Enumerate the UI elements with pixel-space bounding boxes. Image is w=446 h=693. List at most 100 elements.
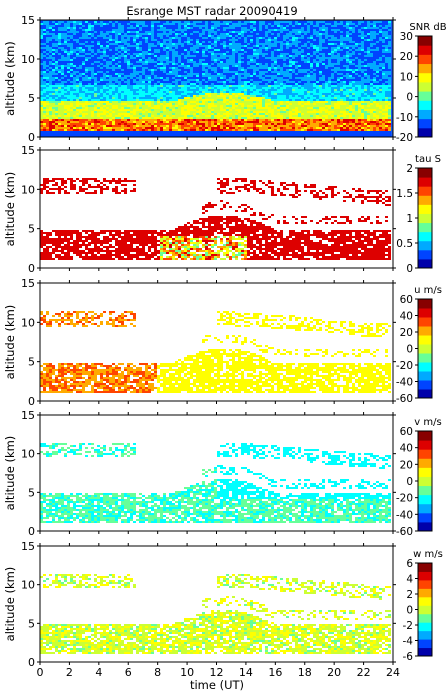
y-tick-label: 5 <box>28 356 35 369</box>
colorbar-swatch <box>418 168 432 178</box>
colorbar-tick-label: 20 <box>400 459 413 471</box>
colorbar-tick-label: -20 <box>396 493 413 505</box>
y-tick-label: 5 <box>28 486 35 499</box>
y-axis-label: altitude (km) <box>3 305 17 380</box>
colorbar-tick-label: 30 <box>400 31 413 43</box>
colorbar-swatch <box>418 494 432 505</box>
colorbar-swatch <box>418 362 432 372</box>
colorbar-swatch <box>418 335 432 345</box>
colorbar-tick-label: -40 <box>396 509 413 521</box>
y-tick-label: 5 <box>28 223 35 236</box>
colorbar-tick-label: -20 <box>396 360 413 372</box>
colorbar-tick-label: 0 <box>406 344 413 356</box>
colorbar-swatch <box>418 249 432 260</box>
x-tick-label: 22 <box>357 666 371 679</box>
colorbar-label: u m/s <box>414 285 442 296</box>
colorbar-label: tau S <box>415 154 441 165</box>
colorbar-swatch <box>418 630 432 640</box>
colorbar-swatch <box>418 431 432 441</box>
colorbar-swatch <box>418 605 432 615</box>
colorbar-frame <box>417 35 433 138</box>
colorbar-swatch <box>418 563 432 572</box>
colorbar-tick-label: 0 <box>406 92 413 104</box>
colorbar-swatch <box>418 613 432 623</box>
y-tick-label: 0 <box>28 656 35 669</box>
colorbar-swatch <box>418 521 432 532</box>
colorbar-swatch <box>418 195 432 205</box>
y-tick-label: 15 <box>21 277 35 290</box>
colorbar-tick-label: -60 <box>396 393 413 405</box>
y-axis-label: altitude (km) <box>3 41 17 116</box>
x-axis-label: time (UT) <box>190 678 244 692</box>
y-tick-label: 0 <box>28 131 35 144</box>
y-tick-label: 0 <box>28 262 35 275</box>
y-tick-label: 10 <box>21 316 35 329</box>
colorbar-swatch <box>418 118 432 129</box>
y-axis-label: altitude (km) <box>3 567 17 642</box>
colorbar-tick-label: -4 <box>403 636 414 648</box>
x-tick-label: 20 <box>327 666 341 679</box>
y-tick-label: 15 <box>21 540 35 553</box>
x-tick-label: 24 <box>386 666 400 679</box>
colorbar-label: SNR dB <box>409 22 446 33</box>
colorbar-swatch <box>418 36 432 46</box>
heatmap-cells <box>40 178 391 260</box>
colorbar-swatch <box>418 72 432 83</box>
colorbar-swatch <box>418 109 432 120</box>
y-axis-label: altitude (km) <box>3 172 17 247</box>
colorbar-tick-label: 2 <box>406 163 413 175</box>
colorbar-tick-label: -10 <box>396 112 413 124</box>
y-tick-label: 0 <box>28 395 35 408</box>
colorbar-tick-label: 40 <box>400 311 413 323</box>
colorbar-swatch <box>418 317 432 327</box>
x-tick-label: 6 <box>125 666 132 679</box>
colorbar-tick-label: -6 <box>403 651 414 663</box>
colorbar-v: -60 -40 -20 0 20 40 60v m/s <box>396 417 442 538</box>
colorbar-swatch <box>418 380 432 390</box>
colorbar-swatch <box>418 588 432 598</box>
colorbar-swatch <box>418 622 432 632</box>
colorbar-swatch <box>418 353 432 363</box>
y-tick-label: 10 <box>21 579 35 592</box>
colorbar-swatch <box>418 45 432 55</box>
colorbar-swatch <box>418 579 432 589</box>
colorbar-swatch <box>418 127 432 138</box>
colorbar-label: w m/s <box>413 549 443 560</box>
colorbar-swatch <box>418 440 432 450</box>
colorbar-swatch <box>418 467 432 477</box>
colorbar-swatch <box>418 63 432 74</box>
colorbar-swatch <box>418 344 432 354</box>
colorbar-swatch <box>418 458 432 468</box>
x-tick-label: 0 <box>37 666 44 679</box>
colorbar-swatch <box>418 204 432 214</box>
heatmap-cells <box>40 443 391 523</box>
x-tick-label: 4 <box>95 666 102 679</box>
heatmap-cells <box>40 21 391 137</box>
colorbar-tick-label: 0 <box>406 263 413 275</box>
colorbar-swatch <box>418 177 432 187</box>
x-tick-label: 2 <box>66 666 73 679</box>
colorbar-swatch <box>418 186 432 196</box>
colorbar-swatch <box>418 299 432 309</box>
colorbar-tick-label: 40 <box>400 443 413 455</box>
y-tick-label: 10 <box>21 448 35 461</box>
panel-v: 0 5 10 15 altitude (km) -60 -40 -20 0 20 40 60v m/s <box>3 409 442 538</box>
colorbar-tick-label: 1.5 <box>396 188 413 200</box>
x-tick-label: 18 <box>298 666 312 679</box>
x-tick-label: 16 <box>268 666 282 679</box>
colorbar-w: -6 -4 -2 0 2 4 6w m/s <box>403 549 443 663</box>
panel-u: 0 5 10 15 altitude (km) -60 -40 -20 0 20 40 60u m/s <box>3 277 442 408</box>
colorbar-tick-label: 0 <box>406 476 413 488</box>
colorbar-swatch <box>418 240 432 251</box>
colorbar-swatch <box>418 54 432 65</box>
colorbar-tick-label: 2 <box>406 589 413 601</box>
y-tick-label: 15 <box>21 144 35 157</box>
colorbar-swatch <box>418 81 432 92</box>
colorbar-swatch <box>418 213 432 224</box>
colorbar-swatch <box>418 596 432 606</box>
y-tick-label: 15 <box>21 409 35 422</box>
colorbar-swatch <box>418 512 432 523</box>
